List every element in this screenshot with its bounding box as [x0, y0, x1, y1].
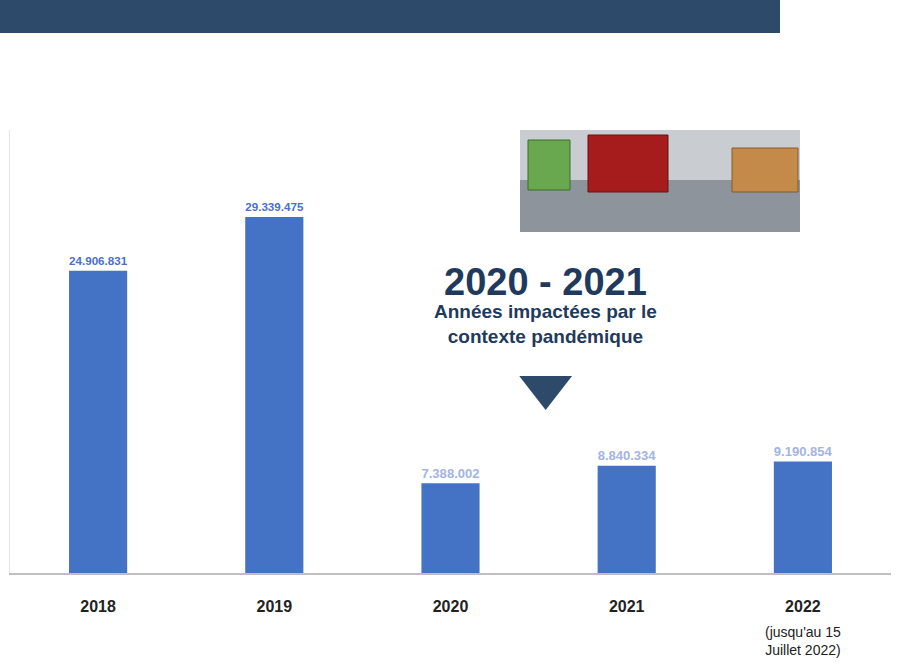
svg-text:29.339.475: 29.339.475	[245, 200, 304, 213]
svg-text:2019: 2019	[257, 598, 293, 615]
svg-text:2020: 2020	[433, 598, 469, 615]
svg-text:2020 - 2021: 2020 - 2021	[444, 261, 647, 303]
svg-text:24.906.831: 24.906.831	[69, 254, 128, 267]
svg-text:Années impactées par lecontext: Années impactées par lecontexte pandémiq…	[434, 301, 657, 347]
svg-text:2022: 2022	[785, 598, 821, 615]
svg-text:(jusqu'au 15Juillet 2022): (jusqu'au 15Juillet 2022)	[765, 624, 841, 658]
svg-text:2021: 2021	[609, 598, 645, 615]
svg-text:8.840.334: 8.840.334	[598, 448, 657, 463]
svg-text:2018: 2018	[80, 598, 116, 615]
svg-text:9.190.854: 9.190.854	[774, 444, 833, 459]
svg-text:7.388.002: 7.388.002	[421, 466, 479, 481]
